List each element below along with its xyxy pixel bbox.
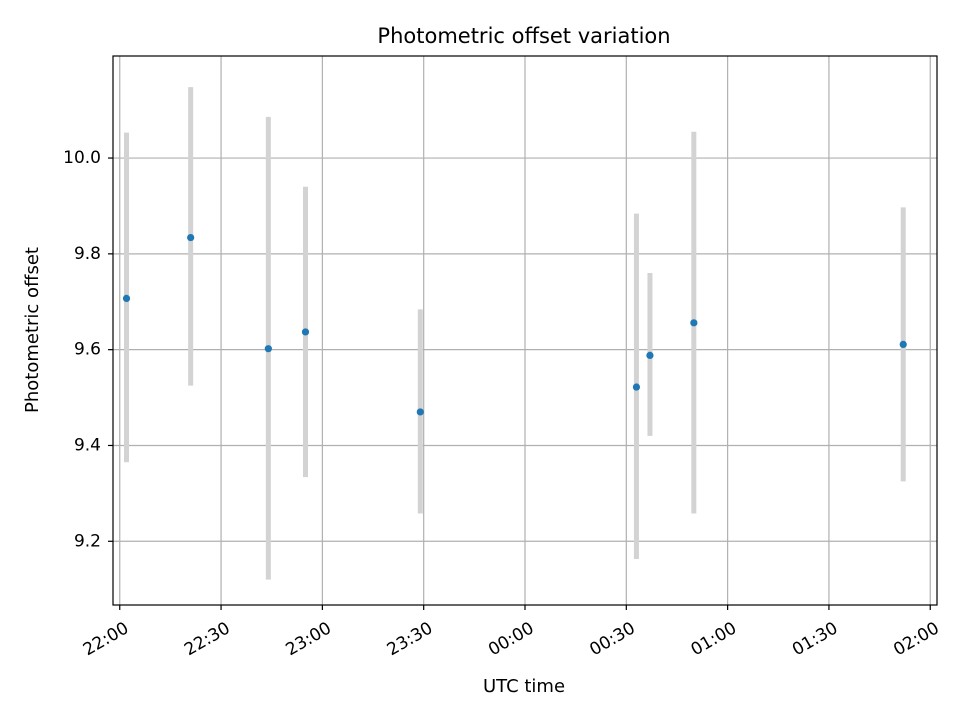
chart-title: Photometric offset variation [377, 24, 670, 48]
y-tick-label: 9.8 [74, 244, 101, 264]
data-point [264, 345, 272, 353]
grid [113, 56, 937, 605]
data-point [187, 233, 195, 242]
data-point [646, 351, 654, 360]
data-point [899, 340, 907, 348]
x-axis-label: UTC time [483, 676, 565, 697]
y-tick-label: 9.2 [74, 531, 101, 551]
data-point [416, 408, 424, 416]
data-points [122, 233, 907, 416]
y-tick-label: 10.0 [63, 148, 101, 168]
data-point [122, 294, 131, 303]
data-point [301, 328, 310, 336]
y-tick-label: 9.6 [74, 340, 101, 360]
data-point [690, 319, 698, 327]
data-point [632, 383, 641, 391]
y-axis-label: Photometric offset [22, 247, 43, 413]
y-tick-label: 9.4 [74, 435, 101, 455]
